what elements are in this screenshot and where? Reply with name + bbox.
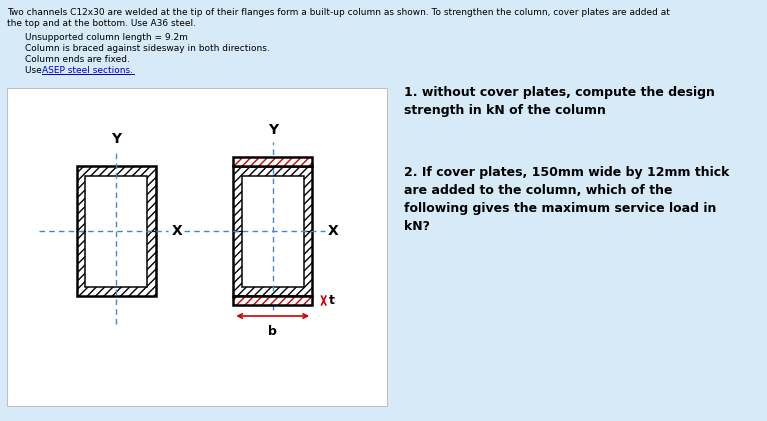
Text: t: t: [329, 294, 335, 307]
FancyBboxPatch shape: [7, 88, 387, 406]
Text: Y: Y: [111, 132, 121, 146]
Text: 2. If cover plates, 150mm wide by 12mm thick
are added to the column, which of t: 2. If cover plates, 150mm wide by 12mm t…: [404, 166, 729, 233]
Bar: [233, 296, 312, 305]
Bar: [242, 176, 304, 287]
Bar: [233, 296, 312, 305]
Bar: [77, 166, 156, 296]
Bar: [77, 176, 85, 287]
Bar: [77, 166, 156, 296]
Bar: [233, 166, 312, 296]
Text: the top and at the bottom. Use A36 steel.: the top and at the bottom. Use A36 steel…: [7, 19, 196, 28]
Bar: [77, 287, 156, 296]
Bar: [77, 166, 156, 176]
Text: X: X: [172, 224, 183, 238]
Bar: [242, 176, 304, 287]
Bar: [233, 157, 312, 166]
Bar: [233, 296, 312, 305]
Text: b: b: [268, 325, 277, 338]
Text: 1. without cover plates, compute the design
strength in kN of the column: 1. without cover plates, compute the des…: [404, 86, 715, 117]
Text: X: X: [328, 224, 339, 238]
Text: Column is braced against sidesway in both directions.: Column is braced against sidesway in bot…: [25, 44, 270, 53]
Text: Two channels C12x30 are welded at the tip of their flanges form a built-up colum: Two channels C12x30 are welded at the ti…: [7, 8, 670, 17]
Text: ASEP steel sections.: ASEP steel sections.: [42, 66, 133, 75]
Bar: [233, 166, 312, 176]
Text: Use: Use: [25, 66, 44, 75]
Bar: [233, 157, 312, 166]
Text: Column ends are fixed.: Column ends are fixed.: [25, 55, 130, 64]
Text: Y: Y: [268, 123, 278, 137]
Bar: [233, 166, 312, 296]
Bar: [304, 176, 312, 287]
Bar: [85, 176, 147, 287]
Bar: [85, 176, 147, 287]
Bar: [233, 176, 242, 287]
Bar: [233, 157, 312, 166]
Bar: [233, 287, 312, 296]
Text: Unsupported column length = 9.2m: Unsupported column length = 9.2m: [25, 33, 188, 42]
Bar: [147, 176, 156, 287]
